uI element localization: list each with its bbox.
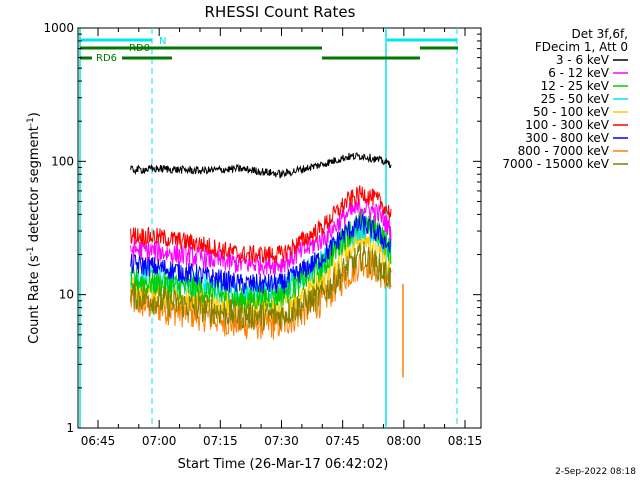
x-tick-label: 08:15: [448, 434, 483, 448]
legend-label: 800 - 7000 keV: [518, 144, 610, 158]
series-300-800kev: [130, 213, 392, 294]
x-axis: 06:45 07:00 07:15 07:30 07:45 08:00 08:15: [81, 28, 483, 448]
y-tick-label: 100: [51, 154, 74, 168]
x-tick-label: 07:45: [325, 434, 360, 448]
y-tick-label: 10: [59, 288, 74, 302]
attenuator-bars: [80, 38, 458, 60]
legend-label: 7000 - 15000 keV: [502, 157, 609, 171]
chart-title: RHESSI Count Rates: [205, 3, 356, 21]
series-3-6kev: [130, 152, 392, 179]
series-6-12kev: [130, 198, 392, 276]
x-axis-label: Start Time (26-Mar-17 06:42:02): [178, 457, 389, 472]
legend-header-2: FDecim 1, Att 0: [535, 40, 628, 54]
legend-label: 100 - 300 keV: [525, 118, 609, 132]
orbit-markers: [79, 28, 458, 428]
N-label: N: [159, 36, 166, 47]
legend-label: 300 - 800 keV: [525, 131, 609, 145]
footer-timestamp: 2-Sep-2022 08:18: [555, 467, 636, 477]
x-tick-label: 06:45: [81, 434, 116, 448]
RD0-label: RD0: [129, 43, 150, 54]
RD6-label: RD6: [96, 53, 117, 64]
y-axis-label: Count Rate (s-1 detector segment-1): [26, 112, 42, 344]
legend-label: 3 - 6 keV: [556, 53, 610, 67]
legend-label: 12 - 25 keV: [541, 79, 610, 93]
series-7000-15000kev: [130, 241, 392, 330]
y-axis: 1 10 100 1000: [43, 21, 481, 435]
series-layer: [130, 152, 404, 378]
legend-label: 25 - 50 keV: [541, 92, 610, 106]
legend-label: 6 - 12 keV: [548, 66, 610, 80]
y-tick-label: 1000: [43, 21, 74, 35]
x-tick-label: 07:30: [264, 434, 299, 448]
plot-frame: [77, 27, 482, 429]
y-tick-label: 1: [66, 421, 74, 435]
legend-header-1: Det 3f,6f,: [572, 27, 629, 41]
x-tick-label: 07:15: [203, 434, 238, 448]
series-100-300kev: [130, 185, 392, 264]
x-tick-label: 07:00: [142, 434, 177, 448]
x-tick-label: 08:00: [387, 434, 422, 448]
legend-label: 50 - 100 keV: [533, 105, 610, 119]
